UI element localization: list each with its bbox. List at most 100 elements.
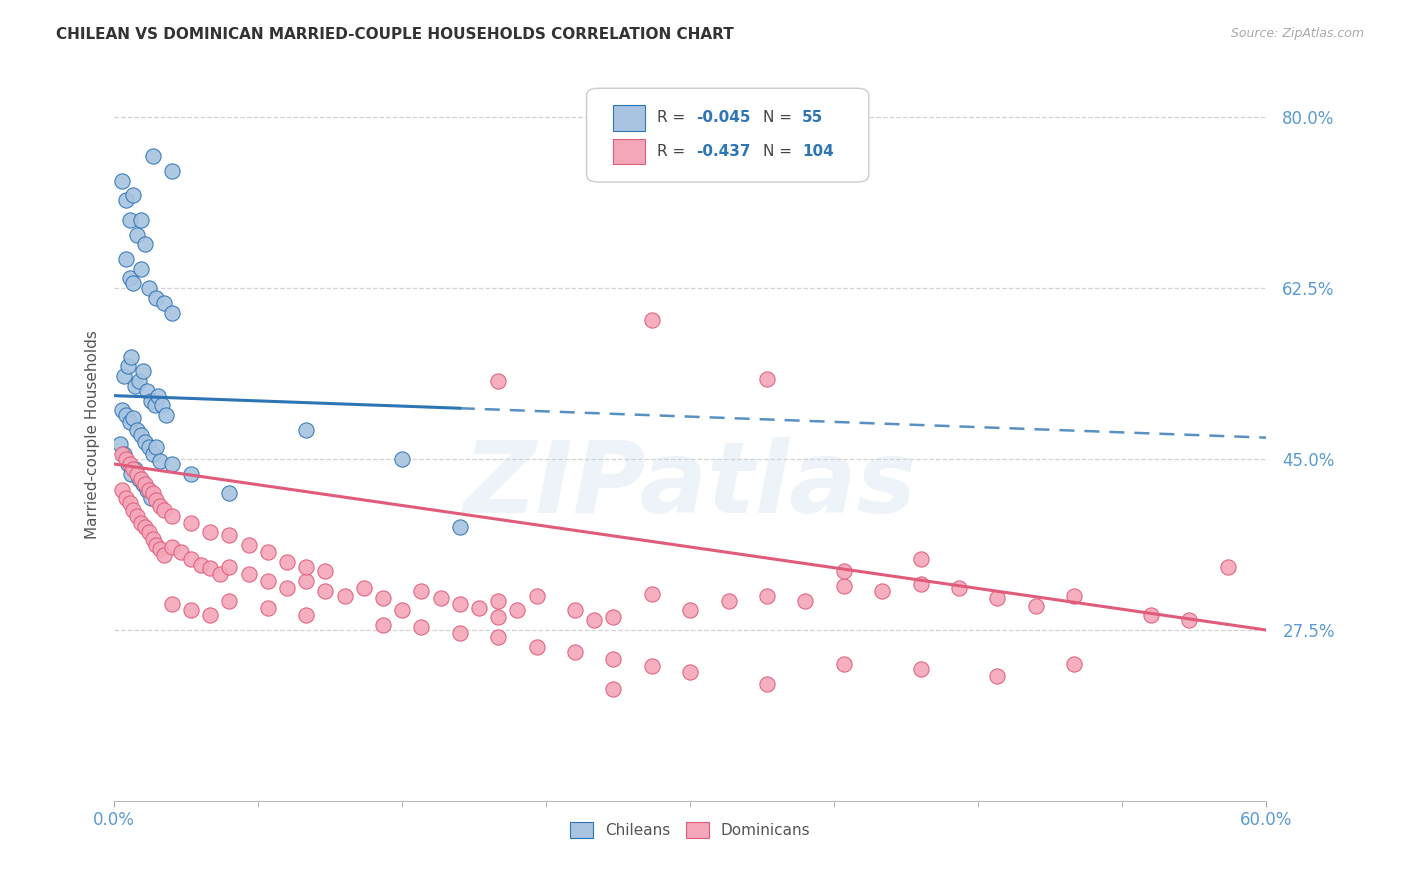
Point <box>333 589 356 603</box>
Point <box>132 364 155 378</box>
Point <box>276 581 298 595</box>
Point <box>832 657 855 672</box>
Point <box>160 164 183 178</box>
Point <box>641 587 664 601</box>
Point <box>679 665 702 679</box>
Point <box>295 574 318 589</box>
Point <box>118 271 141 285</box>
Point <box>256 545 278 559</box>
Point <box>127 423 149 437</box>
Point <box>142 149 165 163</box>
Point <box>149 454 172 468</box>
Point <box>910 551 932 566</box>
Point <box>180 551 202 566</box>
Point <box>117 359 139 374</box>
Point <box>506 603 529 617</box>
Point <box>145 538 167 552</box>
Point <box>832 565 855 579</box>
Point <box>180 516 202 530</box>
Point <box>134 237 156 252</box>
Point <box>218 486 240 500</box>
Point <box>114 194 136 208</box>
Point <box>127 227 149 242</box>
FancyBboxPatch shape <box>586 88 869 182</box>
Point <box>112 447 135 461</box>
Point <box>118 457 141 471</box>
Point <box>142 532 165 546</box>
Point <box>111 403 134 417</box>
Point <box>314 565 336 579</box>
Point <box>122 188 145 202</box>
Point <box>641 659 664 673</box>
Point <box>142 486 165 500</box>
Point <box>122 277 145 291</box>
Point <box>145 291 167 305</box>
Point <box>150 398 173 412</box>
Point <box>129 472 152 486</box>
Point <box>486 610 509 624</box>
Point <box>145 441 167 455</box>
Point <box>256 600 278 615</box>
Point <box>135 384 157 398</box>
Point <box>602 652 624 666</box>
Point <box>112 369 135 384</box>
Point <box>129 427 152 442</box>
Point <box>1178 613 1201 627</box>
Point <box>128 374 150 388</box>
Point <box>200 525 222 540</box>
Point <box>986 591 1008 605</box>
Point <box>832 579 855 593</box>
Text: 55: 55 <box>801 111 824 126</box>
Point <box>114 452 136 467</box>
Point <box>295 559 318 574</box>
Point <box>111 174 134 188</box>
Point <box>108 437 131 451</box>
Point <box>127 508 149 523</box>
Point <box>717 593 740 607</box>
Point <box>111 483 134 498</box>
Y-axis label: Married-couple Households: Married-couple Households <box>86 330 100 539</box>
Point <box>353 581 375 595</box>
Point <box>564 645 586 659</box>
Point <box>371 618 394 632</box>
Point <box>124 379 146 393</box>
Point <box>138 525 160 540</box>
Point <box>756 589 779 603</box>
Point <box>1063 657 1085 672</box>
Point <box>190 558 212 572</box>
Point <box>111 447 134 461</box>
Point <box>118 415 141 429</box>
Text: R =: R = <box>657 145 685 159</box>
Point <box>411 620 433 634</box>
Bar <box>613 105 645 131</box>
Point <box>371 591 394 605</box>
Point <box>295 608 318 623</box>
Text: -0.045: -0.045 <box>696 111 751 126</box>
Point <box>118 496 141 510</box>
Point <box>200 561 222 575</box>
Point <box>114 491 136 505</box>
Point <box>143 398 166 412</box>
Text: ZIPatlas: ZIPatlas <box>464 437 917 534</box>
Point <box>756 372 779 386</box>
Point <box>218 528 240 542</box>
Point <box>391 452 413 467</box>
Text: N =: N = <box>763 111 792 126</box>
Point <box>122 503 145 517</box>
Point <box>139 393 162 408</box>
Text: Source: ZipAtlas.com: Source: ZipAtlas.com <box>1230 27 1364 40</box>
Point <box>486 593 509 607</box>
Point <box>129 212 152 227</box>
Point <box>129 516 152 530</box>
Point <box>135 483 157 498</box>
Point <box>138 441 160 455</box>
Point <box>870 583 893 598</box>
Point <box>449 626 471 640</box>
Point <box>118 212 141 227</box>
Point <box>121 350 143 364</box>
Point <box>160 540 183 554</box>
Point <box>449 597 471 611</box>
Point <box>127 467 149 481</box>
Point <box>1025 599 1047 613</box>
Point <box>986 669 1008 683</box>
